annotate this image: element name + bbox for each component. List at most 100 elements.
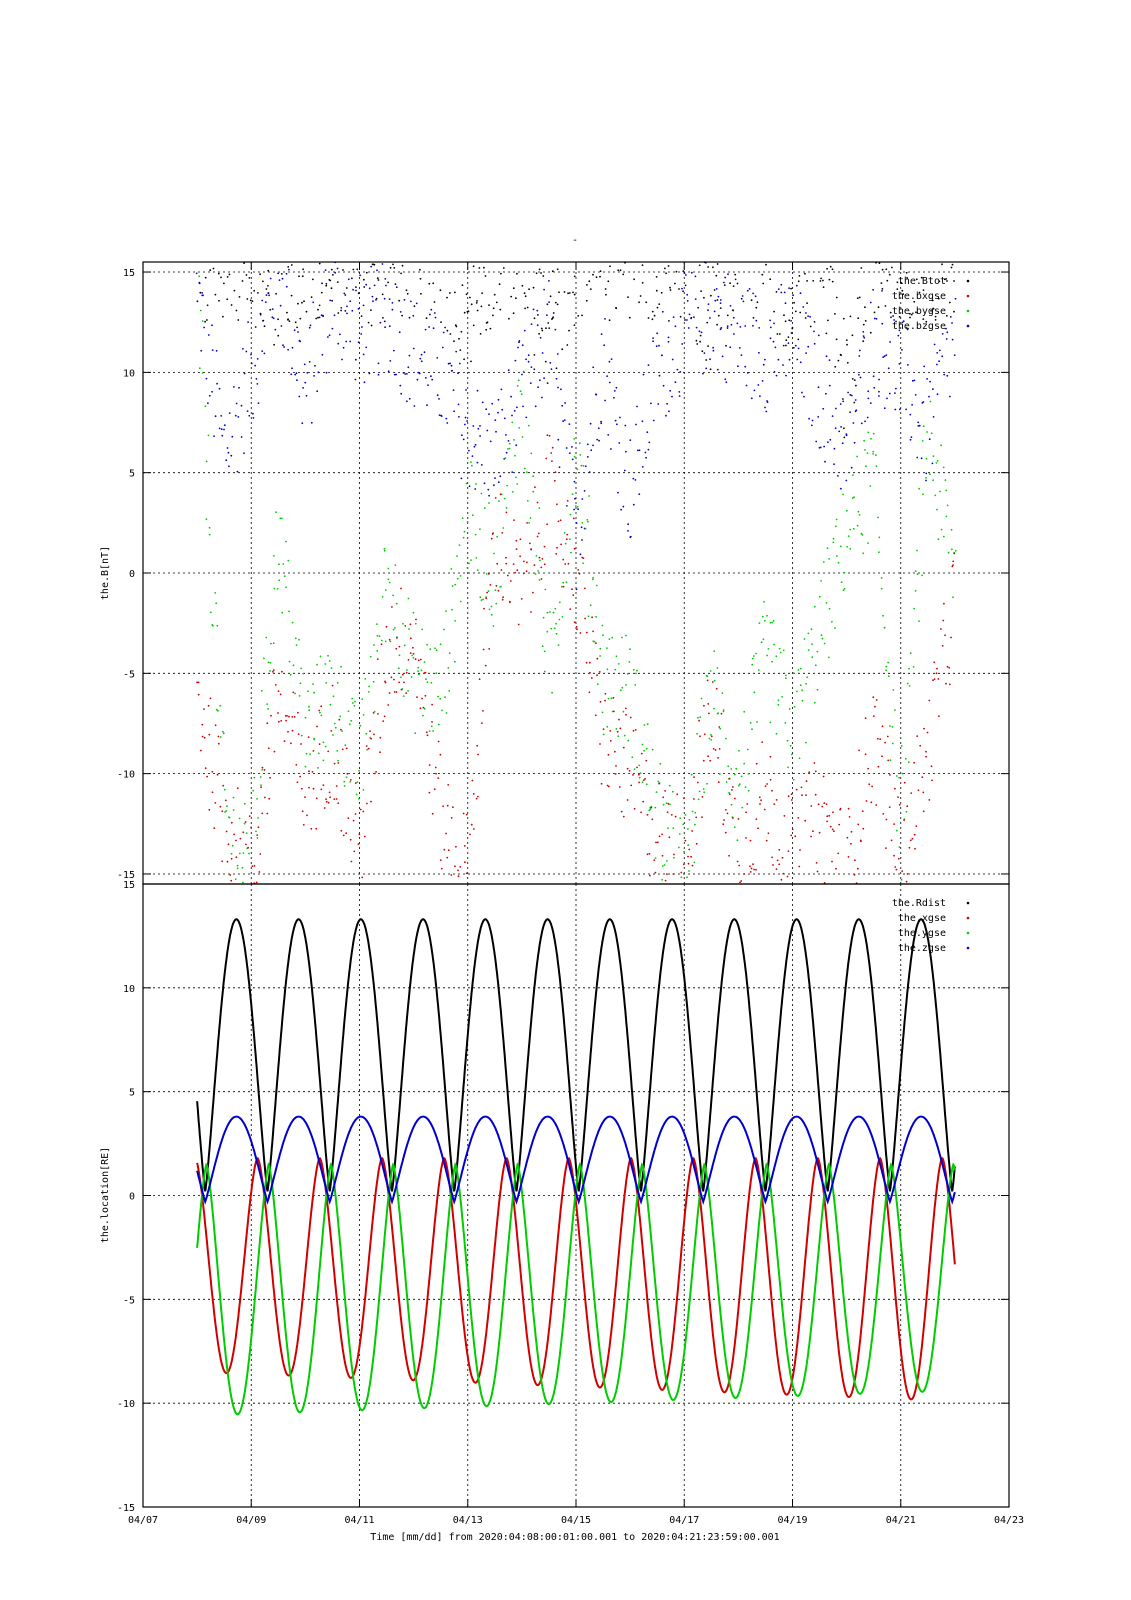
scatter-point-the-Btot bbox=[790, 287, 792, 290]
scatter-point-the-bygse bbox=[703, 791, 706, 794]
scatter-point-the-bxgse bbox=[426, 734, 429, 737]
scatter-point-the-bygse bbox=[796, 690, 798, 693]
scatter-point-the-bxgse bbox=[311, 771, 314, 773]
scatter-point-the-bzgse bbox=[517, 346, 519, 349]
scatter-point-the-bzgse bbox=[564, 402, 566, 404]
scatter-point-the-bygse bbox=[294, 637, 297, 640]
scatter-point-the-bygse bbox=[710, 739, 713, 741]
scatter-point-the-bxgse bbox=[620, 810, 623, 813]
scatter-point-the-bygse bbox=[435, 672, 438, 675]
scatter-point-the-Btot bbox=[599, 270, 602, 273]
scatter-point-the-bxgse bbox=[297, 733, 300, 735]
scatter-point-the-bzgse bbox=[543, 377, 545, 379]
scatter-point-the-Btot bbox=[651, 318, 654, 321]
bottom-y-tick-label: 5 bbox=[129, 1088, 135, 1099]
scatter-point-the-bygse bbox=[372, 680, 375, 683]
scatter-point-the-bygse bbox=[256, 798, 258, 800]
scatter-point-the-bxgse bbox=[431, 812, 434, 815]
scatter-point-the-bzgse bbox=[218, 387, 221, 390]
scatter-point-the-bxgse bbox=[864, 753, 867, 756]
scatter-point-the-bygse bbox=[243, 802, 246, 805]
scatter-point-the-bxgse bbox=[695, 842, 698, 845]
scatter-point-the-bxgse bbox=[656, 841, 659, 844]
scatter-point-the-Btot bbox=[336, 281, 339, 283]
scatter-point-the-bygse bbox=[423, 707, 426, 710]
scatter-point-the-bygse bbox=[299, 682, 302, 685]
scatter-point-the-bygse bbox=[760, 641, 763, 644]
scatter-point-the-Btot bbox=[552, 312, 555, 314]
scatter-point-the-Btot bbox=[217, 272, 220, 275]
scatter-point-the-bzgse bbox=[416, 378, 419, 381]
scatter-point-the-bxgse bbox=[482, 648, 485, 651]
scatter-point-the-bzgse bbox=[882, 356, 885, 358]
scatter-point-the-bygse bbox=[596, 584, 598, 587]
scatter-point-the-bzgse bbox=[769, 319, 771, 322]
scatter-point-the-bxgse bbox=[745, 811, 747, 814]
scatter-point-the-bygse bbox=[683, 850, 685, 853]
scatter-point-the-bxgse bbox=[257, 826, 260, 829]
scatter-point-the-bxgse bbox=[650, 806, 653, 809]
scatter-point-the-bygse bbox=[766, 654, 768, 657]
scatter-point-the-Btot bbox=[209, 269, 212, 272]
scatter-point-the-bzgse bbox=[592, 366, 595, 369]
scatter-point-the-bygse bbox=[725, 781, 728, 783]
scatter-point-the-bzgse bbox=[926, 378, 928, 380]
scatter-point-the-Btot bbox=[873, 311, 876, 314]
scatter-point-the-bzgse bbox=[623, 469, 626, 472]
scatter-point-the-bzgse bbox=[223, 428, 225, 431]
scatter-point-the-bzgse bbox=[788, 358, 791, 361]
scatter-point-the-bxgse bbox=[357, 843, 360, 845]
scatter-point-the-bygse bbox=[439, 643, 442, 646]
scatter-point-the-bxgse bbox=[554, 471, 557, 474]
scatter-point-the-bzgse bbox=[495, 430, 497, 433]
scatter-point-the-bzgse bbox=[430, 308, 433, 311]
scatter-point-the-bxgse bbox=[910, 792, 913, 794]
scatter-point-the-bzgse bbox=[894, 408, 897, 411]
scatter-point-the-bxgse bbox=[903, 781, 906, 784]
scatter-point-the-bygse bbox=[343, 785, 346, 787]
scatter-point-the-bzgse bbox=[248, 414, 251, 417]
scatter-point-the-bzgse bbox=[724, 378, 727, 381]
scatter-point-the-bzgse bbox=[887, 367, 890, 370]
scatter-point-the-bxgse bbox=[893, 823, 896, 825]
scatter-point-the-bxgse bbox=[529, 542, 531, 545]
scatter-point-the-bygse bbox=[846, 546, 848, 548]
scatter-point-the-bxgse bbox=[572, 594, 575, 596]
scatter-point-the-bxgse bbox=[867, 767, 869, 770]
scatter-point-the-bygse bbox=[207, 434, 210, 437]
scatter-point-the-bzgse bbox=[271, 308, 274, 310]
scatter-point-the-Btot bbox=[761, 273, 764, 276]
scatter-point-the-bxgse bbox=[607, 785, 610, 788]
scatter-point-the-Btot bbox=[428, 282, 431, 285]
scatter-point-the-bzgse bbox=[243, 372, 246, 375]
scatter-point-the-bxgse bbox=[327, 750, 330, 753]
scatter-point-the-Btot bbox=[645, 301, 648, 304]
scatter-point-the-bxgse bbox=[478, 678, 481, 681]
scatter-point-the-bzgse bbox=[618, 442, 621, 444]
scatter-point-the-bzgse bbox=[667, 340, 670, 343]
scatter-point-the-Btot bbox=[934, 315, 937, 318]
scatter-point-the-bxgse bbox=[301, 810, 304, 813]
scatter-point-the-Btot bbox=[351, 277, 353, 280]
scatter-point-the-bygse bbox=[322, 759, 325, 762]
scatter-point-the-bxgse bbox=[629, 716, 632, 719]
scatter-point-the-bzgse bbox=[775, 374, 778, 377]
scatter-point-the-bzgse bbox=[715, 288, 718, 290]
scatter-point-the-bygse bbox=[639, 772, 642, 775]
scatter-point-the-Btot bbox=[204, 276, 207, 279]
scatter-point-the-bxgse bbox=[325, 800, 328, 803]
scatter-point-the-bzgse bbox=[426, 404, 428, 407]
scatter-point-the-Btot bbox=[257, 292, 259, 294]
scatter-point-the-bygse bbox=[733, 826, 736, 828]
scatter-point-the-bygse bbox=[285, 540, 287, 543]
scatter-point-the-bygse bbox=[278, 579, 281, 582]
scatter-point-the-bxgse bbox=[812, 830, 814, 833]
scatter-point-the-bygse bbox=[456, 577, 459, 580]
scatter-point-the-bygse bbox=[324, 745, 327, 748]
scatter-point-the-bzgse bbox=[420, 360, 423, 363]
scatter-point-the-bzgse bbox=[817, 334, 820, 337]
legend-marker bbox=[966, 901, 970, 905]
scatter-point-the-bygse bbox=[217, 709, 219, 712]
scatter-point-the-Btot bbox=[669, 286, 671, 289]
scatter-point-the-Btot bbox=[884, 305, 887, 307]
